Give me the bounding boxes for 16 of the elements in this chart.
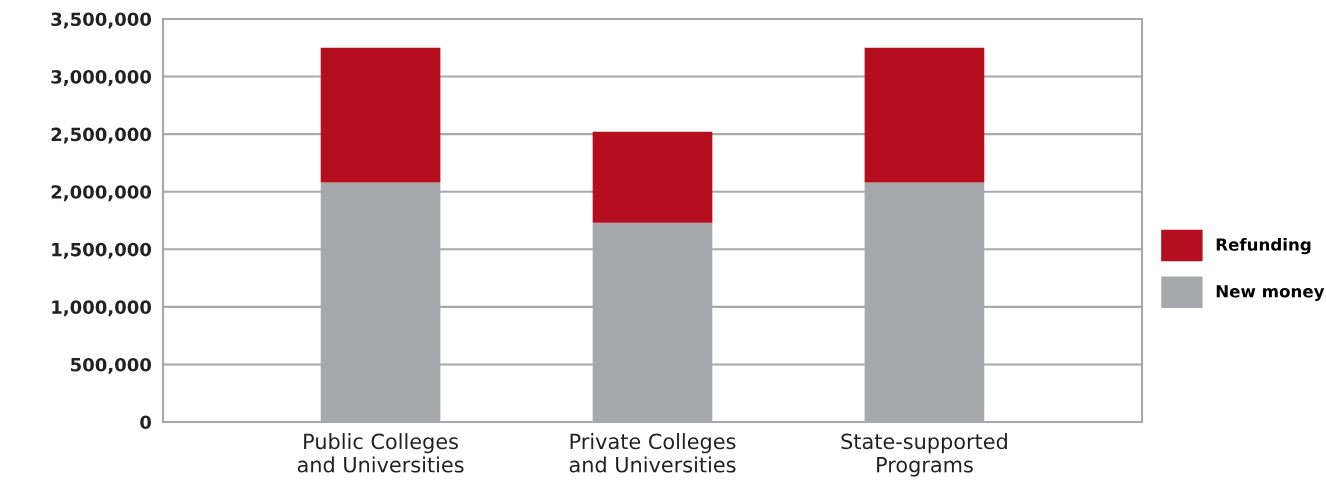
y-tick-label: 0 bbox=[140, 415, 152, 430]
y-tick-label: 3,500,000 bbox=[51, 12, 152, 29]
y-tick-label: 500,000 bbox=[71, 357, 152, 374]
legend-label: Refunding bbox=[1216, 237, 1311, 255]
bar bbox=[864, 47, 985, 183]
y-tick-label: 2,000,000 bbox=[51, 185, 152, 202]
y-tick-label: 1,000,000 bbox=[52, 300, 152, 317]
bar bbox=[592, 131, 713, 223]
legend-label: New money bbox=[1216, 285, 1325, 301]
x-tick-label: State-supported Programs bbox=[841, 433, 1007, 477]
bar bbox=[320, 47, 441, 183]
x-tick-label: Private Colleges and Universities bbox=[569, 433, 736, 473]
y-tick-label: 1,500,000 bbox=[52, 242, 152, 259]
x-tick-label: Public Colleges and Universities bbox=[297, 433, 464, 473]
y-tick-label: 2,500,000 bbox=[51, 127, 152, 144]
y-tick-label: 3,000,000 bbox=[51, 70, 152, 86]
